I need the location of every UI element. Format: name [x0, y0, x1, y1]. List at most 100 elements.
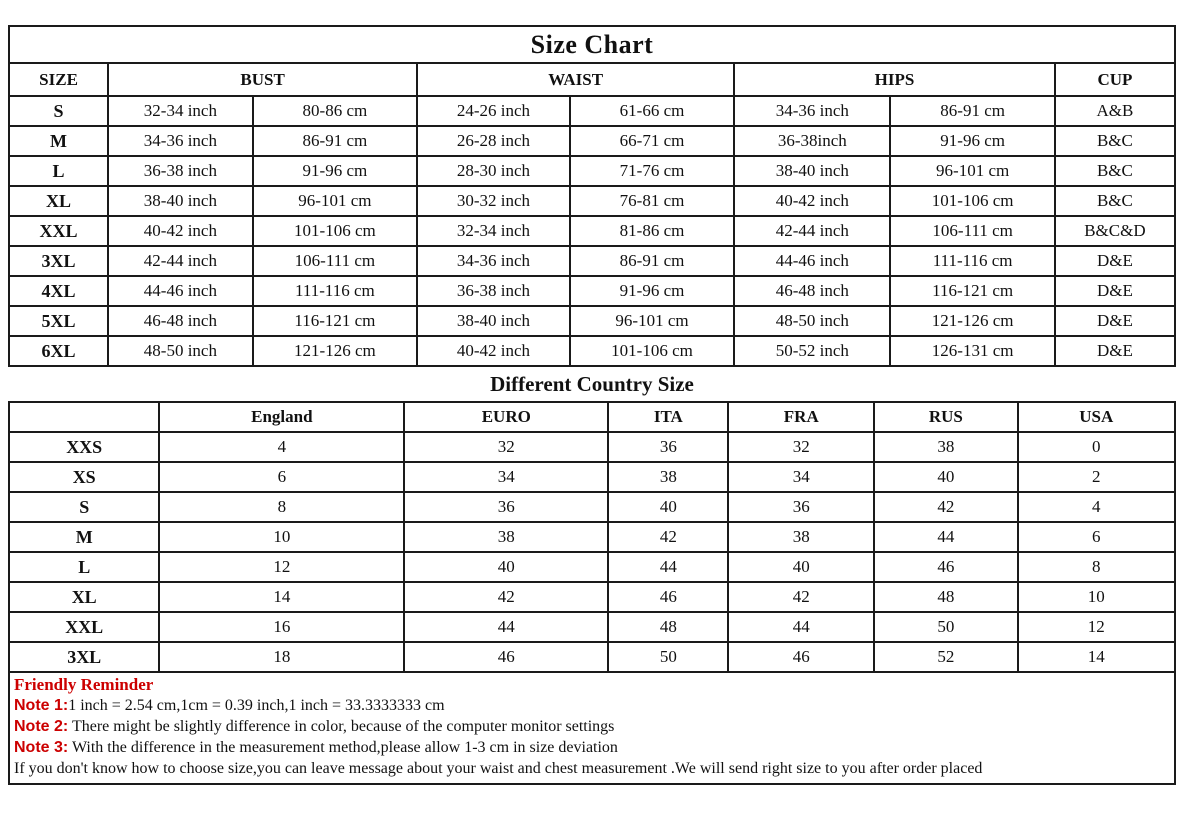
country-size-cell: 8 — [1016, 551, 1177, 583]
country-size-cell: 14 — [158, 581, 406, 613]
size-chart-cell: B&C — [1053, 185, 1177, 217]
country-size-row: XL 14 42 46 42 48 10 — [7, 581, 1177, 613]
size-chart-cell: 91-96 cm — [889, 125, 1056, 157]
size-chart-cell: D&E — [1053, 275, 1177, 307]
size-chart-cell: 101-106 cm — [251, 215, 419, 247]
size-chart-cell: 38-40 inch — [107, 185, 254, 217]
country-size-body: XXS 4 32 36 32 38 0 XS 6 34 38 34 40 2 S 8 36 40 36 42 4 M 10 3… — [7, 431, 1177, 673]
size-chart-row: 6XL 48-50 inch 121-126 cm 40-42 inch 101-106… — [7, 335, 1177, 367]
size-chart-cell: D&E — [1053, 335, 1177, 367]
country-size-title: Different Country Size — [490, 372, 694, 396]
size-chart-header-size: SIZE — [7, 62, 110, 97]
country-size-cell: 50 — [607, 641, 730, 673]
country-size-cell: 6 — [158, 461, 406, 493]
size-chart-cell: 80-86 cm — [251, 95, 419, 127]
size-chart-cell: 42-44 inch — [107, 245, 254, 277]
country-size-row: M 10 38 42 38 44 6 — [7, 521, 1177, 553]
note-2-label: Note 2: — [14, 718, 69, 735]
size-chart-cell: 42-44 inch — [733, 215, 892, 247]
size-chart-cell: 126-131 cm — [889, 335, 1056, 367]
country-size-cell: 40 — [873, 461, 1019, 493]
country-size-cell: 34 — [403, 461, 610, 493]
size-chart-row: 3XL 42-44 inch 106-111 cm 34-36 inch 86-91 c… — [7, 245, 1177, 277]
country-size-header-england: England — [158, 401, 406, 433]
country-size-header-rus: RUS — [873, 401, 1019, 433]
note-3: Note 3: With the difference in the measu… — [14, 737, 1170, 758]
size-chart-cell: B&C — [1053, 125, 1177, 157]
size-chart-cell: 86-91 cm — [568, 245, 736, 277]
size-chart-cell: B&C&D — [1053, 215, 1177, 247]
size-chart-cell: 81-86 cm — [568, 215, 736, 247]
country-size-cell: 46 — [403, 641, 610, 673]
country-size-cell: 42 — [403, 581, 610, 613]
country-size-cell: 18 — [158, 641, 406, 673]
country-size-cell: 32 — [403, 431, 610, 463]
country-size-cell: 44 — [607, 551, 730, 583]
country-size-cell: 52 — [873, 641, 1019, 673]
country-size-cell: 48 — [607, 611, 730, 643]
size-chart-cell: 48-50 inch — [733, 305, 892, 337]
size-chart-cell: 96-101 cm — [568, 305, 736, 337]
size-chart-cell: 71-76 cm — [568, 155, 736, 187]
size-chart-row: S 32-34 inch 80-86 cm 24-26 inch 61-66 cm 34-… — [7, 95, 1177, 127]
size-chart-cell: 46-48 inch — [733, 275, 892, 307]
size-chart-body: S 32-34 inch 80-86 cm 24-26 inch 61-66 cm 34-… — [7, 95, 1177, 367]
size-chart-row: 4XL 44-46 inch 111-116 cm 36-38 inch 91-96 c… — [7, 275, 1177, 307]
size-chart-size-label: 4XL — [7, 275, 110, 307]
country-size-cell: 12 — [158, 551, 406, 583]
country-size-cell: 50 — [873, 611, 1019, 643]
country-size-row: XXL 16 44 48 44 50 12 — [7, 611, 1177, 643]
size-chart-cell: 40-42 inch — [107, 215, 254, 247]
size-chart-title-row: Size Chart — [8, 25, 1176, 64]
size-chart-cell: 76-81 cm — [568, 185, 736, 217]
size-chart-cell: 121-126 cm — [251, 335, 419, 367]
note-1-text: 1 inch = 2.54 cm,1cm = 0.39 inch,1 inch … — [68, 697, 445, 714]
size-chart-size-label: XXL — [7, 215, 110, 247]
size-chart-cell: 38-40 inch — [416, 305, 571, 337]
page-container: Size Chart SIZE BUST WAIST HIPS CUP S 32-… — [7, 25, 1177, 785]
size-chart-cell: 46-48 inch — [107, 305, 254, 337]
size-chart-cell: 101-106 cm — [889, 185, 1056, 217]
size-chart-cell: A&B — [1053, 95, 1177, 127]
size-chart-row: XXL 40-42 inch 101-106 cm 32-34 inch 81-86 c… — [7, 215, 1177, 247]
country-size-cell: 40 — [607, 491, 730, 523]
size-chart-cell: 36-38 inch — [416, 275, 571, 307]
size-chart-cell: 24-26 inch — [416, 95, 571, 127]
country-size-cell: 44 — [727, 611, 876, 643]
size-chart-size-label: XL — [7, 185, 110, 217]
country-size-cell: 6 — [1016, 521, 1177, 553]
note-3-text: With the difference in the measurement m… — [68, 739, 618, 756]
size-chart-cell: 36-38inch — [733, 125, 892, 157]
size-chart-size-label: 6XL — [7, 335, 110, 367]
size-chart-cell: 91-96 cm — [568, 275, 736, 307]
note-3-label: Note 3: — [14, 739, 69, 756]
country-size-cell: 2 — [1016, 461, 1177, 493]
size-chart-cell: 106-111 cm — [889, 215, 1056, 247]
country-size-size-label: 3XL — [7, 641, 161, 673]
size-chart-header-row: SIZE BUST WAIST HIPS CUP — [7, 62, 1177, 97]
size-chart-cell: 40-42 inch — [416, 335, 571, 367]
country-size-cell: 10 — [1016, 581, 1177, 613]
note-1-label: Note 1: — [14, 697, 69, 714]
country-size-header-usa: USA — [1016, 401, 1177, 433]
country-size-cell: 36 — [403, 491, 610, 523]
country-size-cell: 4 — [158, 431, 406, 463]
country-size-cell: 36 — [727, 491, 876, 523]
country-size-size-label: XS — [7, 461, 161, 493]
country-size-cell: 40 — [727, 551, 876, 583]
size-chart-header-hips: HIPS — [733, 62, 1056, 97]
country-size-row: XXS 4 32 36 32 38 0 — [7, 431, 1177, 463]
size-chart-header-bust: BUST — [107, 62, 419, 97]
size-chart-cell: 26-28 inch — [416, 125, 571, 157]
size-chart-cell: 48-50 inch — [107, 335, 254, 367]
size-advice-text: If you don't know how to choose size,you… — [14, 760, 983, 777]
country-size-cell: 10 — [158, 521, 406, 553]
country-size-row: XS 6 34 38 34 40 2 — [7, 461, 1177, 493]
note-2-text: There might be slightly difference in co… — [68, 718, 615, 735]
size-chart-cell: 116-121 cm — [889, 275, 1056, 307]
country-size-cell: 46 — [873, 551, 1019, 583]
note-1: Note 1:1 inch = 2.54 cm,1cm = 0.39 inch,… — [14, 695, 1170, 716]
size-chart-row: 5XL 46-48 inch 116-121 cm 38-40 inch 96-101 … — [7, 305, 1177, 337]
size-chart-cell: 86-91 cm — [251, 125, 419, 157]
country-size-cell: 8 — [158, 491, 406, 523]
